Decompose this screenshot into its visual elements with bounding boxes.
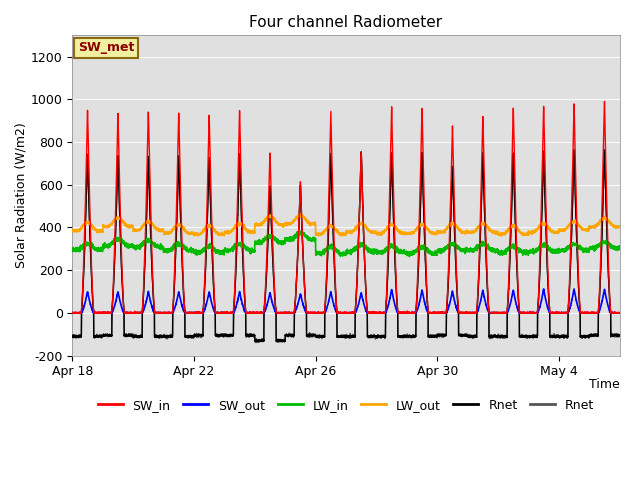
Text: Time: Time <box>589 378 620 391</box>
Y-axis label: Solar Radiation (W/m2): Solar Radiation (W/m2) <box>15 122 28 268</box>
Legend: SW_in, SW_out, LW_in, LW_out, Rnet, Rnet: SW_in, SW_out, LW_in, LW_out, Rnet, Rnet <box>93 394 600 417</box>
Text: SW_met: SW_met <box>78 41 134 54</box>
Title: Four channel Radiometer: Four channel Radiometer <box>250 15 443 30</box>
